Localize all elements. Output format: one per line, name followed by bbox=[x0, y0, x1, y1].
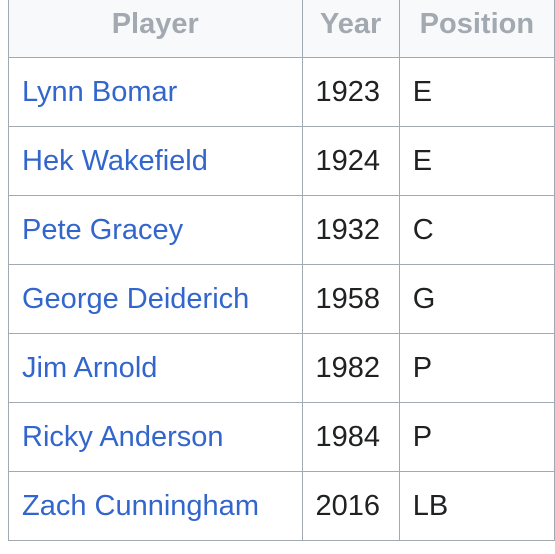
player-cell: Hek Wakefield bbox=[8, 126, 303, 196]
player-cell: Zach Cunningham bbox=[8, 471, 303, 541]
table-row: Jim Arnold 1982 P bbox=[8, 333, 555, 403]
position-cell: LB bbox=[398, 471, 555, 541]
column-header-player[interactable]: Player bbox=[8, 0, 303, 58]
player-cell: Jim Arnold bbox=[8, 333, 303, 403]
player-cell: George Deiderich bbox=[8, 264, 303, 334]
player-link[interactable]: Ricky Anderson bbox=[22, 420, 224, 453]
table-row: Hek Wakefield 1924 E bbox=[8, 126, 555, 196]
table-row: Zach Cunningham 2016 LB bbox=[8, 471, 555, 541]
position-cell: E bbox=[398, 126, 555, 196]
player-link[interactable]: Jim Arnold bbox=[22, 351, 158, 384]
year-cell: 1984 bbox=[301, 402, 400, 472]
player-cell: Pete Gracey bbox=[8, 195, 303, 265]
position-cell: E bbox=[398, 57, 555, 127]
player-link[interactable]: Lynn Bomar bbox=[22, 75, 178, 108]
position-cell: C bbox=[398, 195, 555, 265]
position-cell: P bbox=[398, 402, 555, 472]
position-cell: G bbox=[398, 264, 555, 334]
player-cell: Ricky Anderson bbox=[8, 402, 303, 472]
table-row: Lynn Bomar 1923 E bbox=[8, 57, 555, 127]
position-cell: P bbox=[398, 333, 555, 403]
year-cell: 1932 bbox=[301, 195, 400, 265]
year-cell: 1923 bbox=[301, 57, 400, 127]
year-cell: 1982 bbox=[301, 333, 400, 403]
column-header-position[interactable]: Position bbox=[398, 0, 555, 58]
header-row: Player Year Position bbox=[8, 0, 555, 58]
player-link[interactable]: Hek Wakefield bbox=[22, 144, 208, 177]
player-link[interactable]: George Deiderich bbox=[22, 282, 250, 315]
player-link[interactable]: Pete Gracey bbox=[22, 213, 184, 246]
column-header-year[interactable]: Year bbox=[301, 0, 400, 58]
year-cell: 1924 bbox=[301, 126, 400, 196]
player-cell: Lynn Bomar bbox=[8, 57, 303, 127]
year-cell: 2016 bbox=[301, 471, 400, 541]
player-link[interactable]: Zach Cunningham bbox=[22, 489, 259, 522]
table-row: Ricky Anderson 1984 P bbox=[8, 402, 555, 472]
table-row: Pete Gracey 1932 C bbox=[8, 195, 555, 265]
table-row: George Deiderich 1958 G bbox=[8, 264, 555, 334]
year-cell: 1958 bbox=[301, 264, 400, 334]
players-table: Player Year Position Lynn Bomar 1923 E Hek … bbox=[8, 0, 555, 541]
